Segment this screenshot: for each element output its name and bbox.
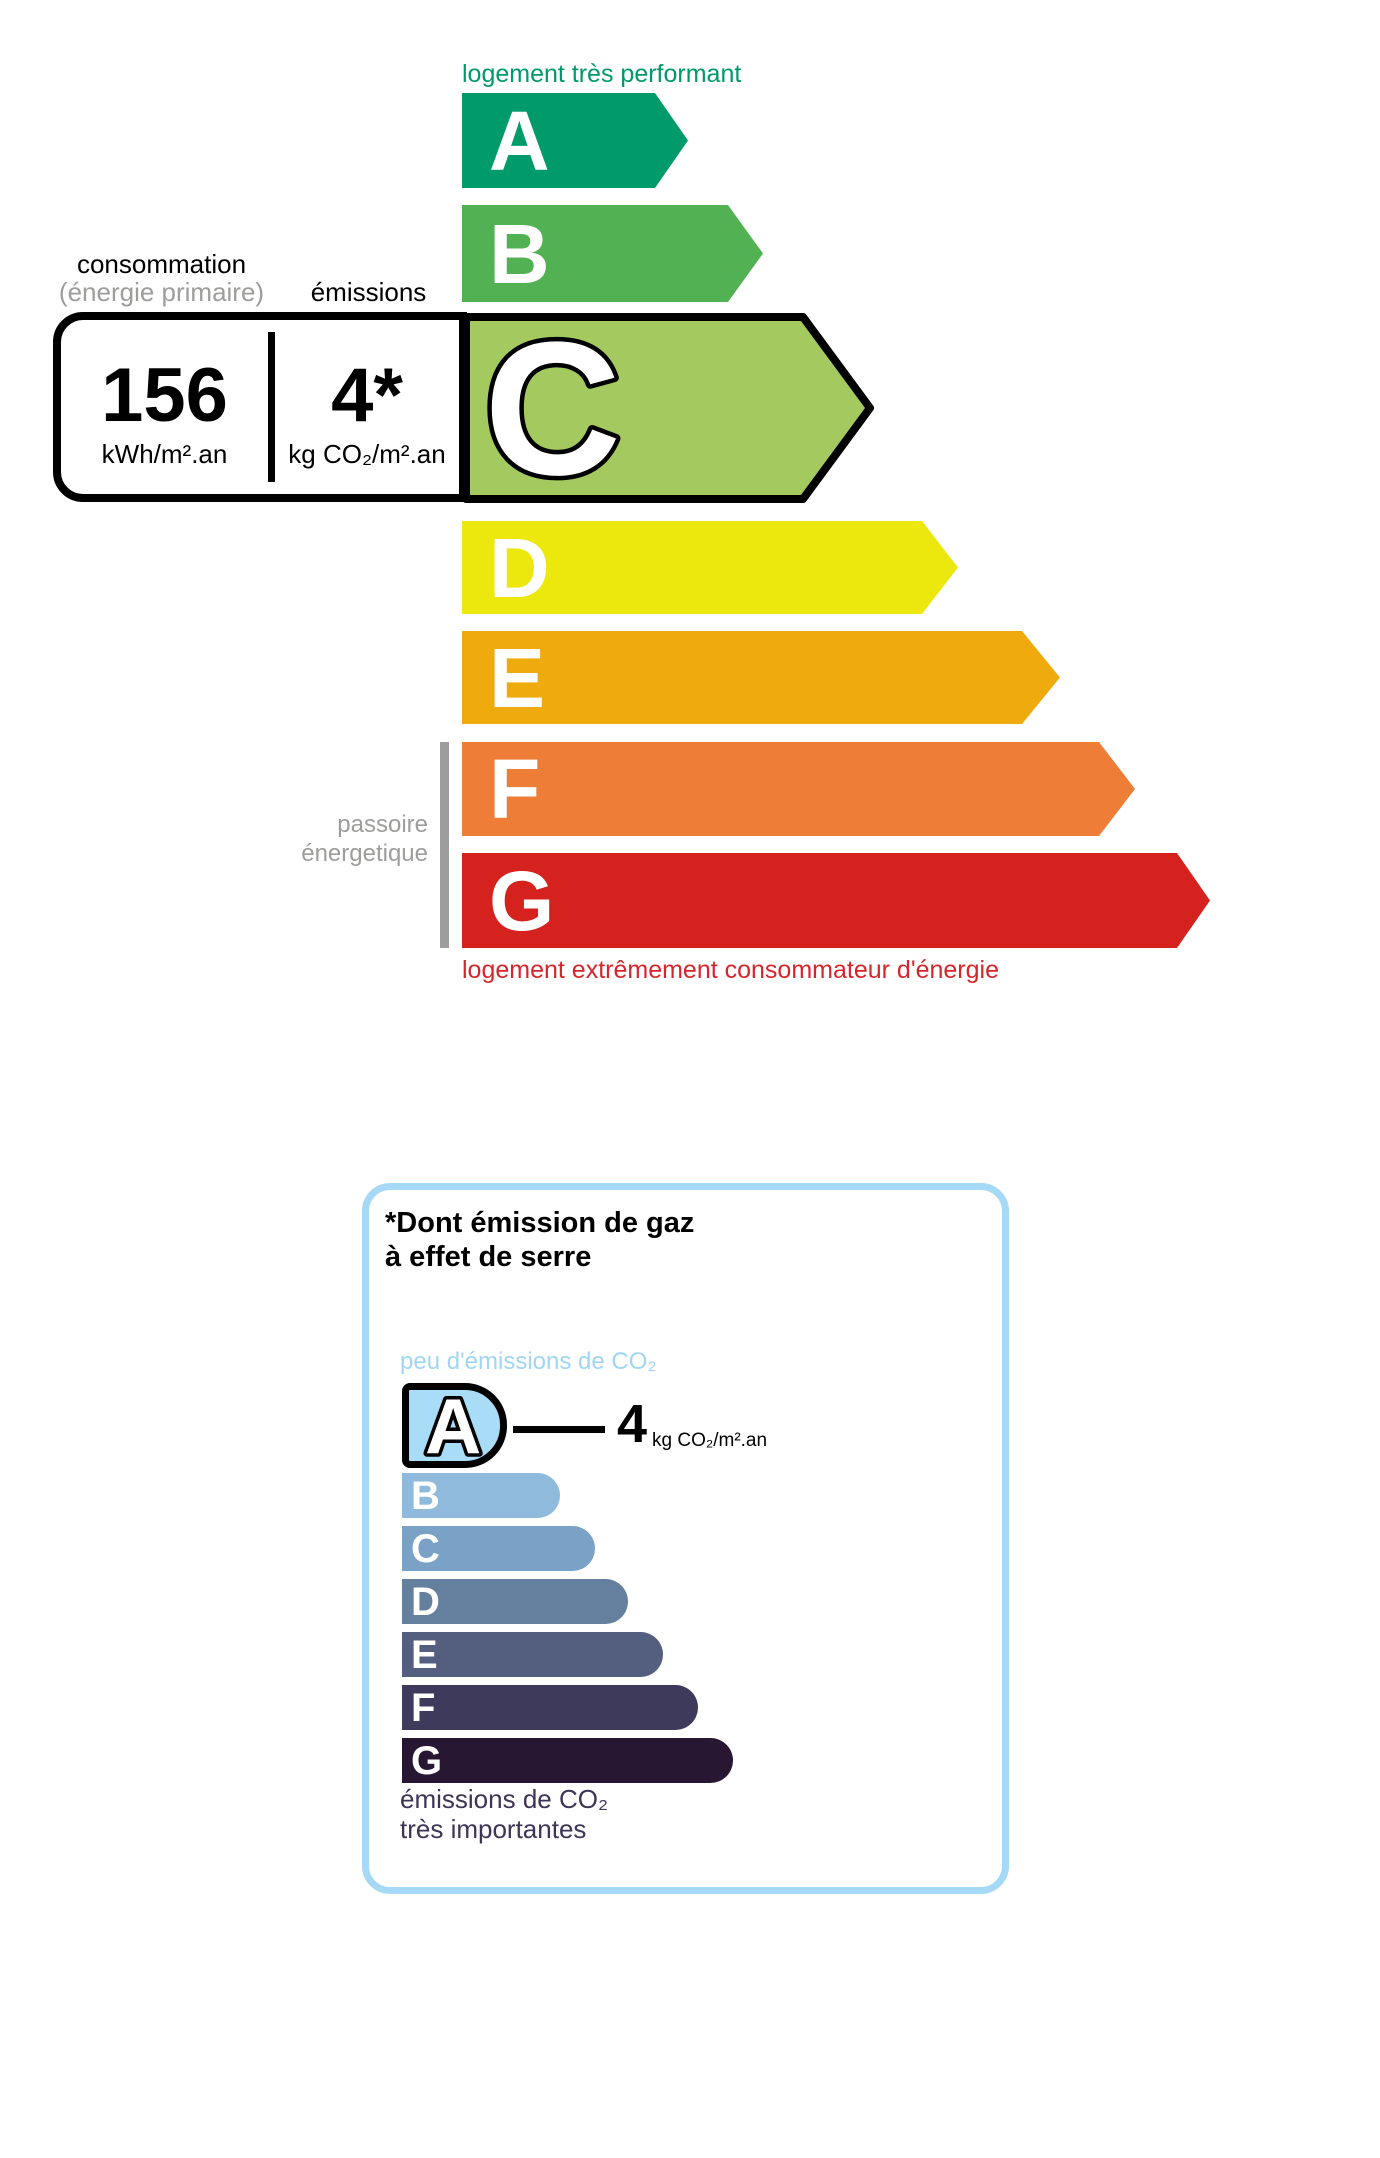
co2-class-bar-f: F bbox=[402, 1685, 698, 1730]
emissions-cell: 4* kg CO₂/m².an bbox=[275, 320, 459, 494]
co2-class-letter-f: F bbox=[411, 1685, 436, 1730]
emissions-header: émissions bbox=[310, 277, 427, 307]
high-consumption-label: logement extrêmement consommateur d'éner… bbox=[462, 956, 999, 984]
passoire-label-line2: énergetique bbox=[301, 840, 428, 867]
consumption-header: consommation bbox=[76, 249, 247, 279]
energy-class-letter-g: G bbox=[489, 853, 555, 948]
co2-class-letter-d: D bbox=[411, 1579, 440, 1624]
co2-high-emissions-label-line1: émissions de CO₂ bbox=[400, 1784, 609, 1814]
co2-high-emissions-label: émissions de CO₂ très importantes bbox=[400, 1784, 608, 1844]
energy-class-bar-c: C bbox=[462, 310, 874, 510]
co2-panel: *Dont émission de gaz à effet de serre p… bbox=[362, 1183, 1009, 1894]
passoire-divider-bar bbox=[440, 742, 449, 948]
energy-class-bar-d: D bbox=[462, 521, 958, 614]
co2-class-bar-g: G bbox=[402, 1738, 733, 1783]
passoire-label-line1: passoire bbox=[337, 811, 428, 838]
energy-class-letter-d: D bbox=[489, 520, 550, 615]
co2-panel-title: *Dont émission de gaz à effet de serre bbox=[385, 1206, 694, 1274]
value-box: 156 kWh/m².an 4* kg CO₂/m².an bbox=[53, 312, 467, 502]
passoire-label: passoire énergetique bbox=[240, 810, 428, 868]
energy-class-letter-b: B bbox=[489, 206, 550, 301]
energy-class-bar-a: A bbox=[462, 93, 688, 188]
co2-value: 4 bbox=[617, 1394, 648, 1454]
consumption-value: 156 bbox=[101, 353, 228, 438]
energy-class-letter-e: E bbox=[489, 630, 546, 725]
co2-class-letter-e: E bbox=[411, 1632, 438, 1677]
co2-badge-letter-svg: A bbox=[422, 1379, 485, 1474]
co2-class-letter-b: B bbox=[411, 1473, 440, 1518]
co2-high-emissions-label-line2: très importantes bbox=[400, 1814, 587, 1844]
co2-low-emissions-label: peu d'émissions de CO₂ bbox=[400, 1348, 657, 1375]
energy-class-letter-c: C bbox=[484, 310, 621, 510]
consumption-cell: 156 kWh/m².an bbox=[61, 320, 268, 494]
top-performance-label: logement très performant bbox=[462, 60, 742, 88]
co2-class-badge-a: A bbox=[402, 1379, 507, 1474]
energy-class-bar-g: G bbox=[462, 853, 1210, 948]
value-box-divider bbox=[268, 332, 275, 482]
co2-class-bar-d: D bbox=[402, 1579, 628, 1624]
co2-class-letter-a: A bbox=[425, 1382, 481, 1470]
co2-class-bar-c: C bbox=[402, 1526, 595, 1571]
co2-class-letter-c: C bbox=[411, 1526, 440, 1571]
emissions-unit: kg CO₂/m².an bbox=[288, 439, 446, 469]
co2-panel-title-line1: *Dont émission de gaz bbox=[385, 1207, 695, 1239]
energy-class-letter-f: F bbox=[489, 742, 541, 836]
energy-class-bar-f: F bbox=[462, 742, 1135, 836]
co2-value-connector-line bbox=[513, 1426, 605, 1433]
emissions-value: 4* bbox=[331, 353, 403, 438]
co2-unit: kg CO₂/m².an bbox=[652, 1430, 768, 1451]
energy-class-bar-e: E bbox=[462, 631, 1060, 724]
co2-class-letter-g: G bbox=[411, 1738, 443, 1783]
energy-class-letter-a: A bbox=[489, 93, 550, 188]
co2-panel-title-line2: à effet de serre bbox=[385, 1241, 592, 1273]
co2-class-bar-b: B bbox=[402, 1473, 560, 1518]
co2-class-bar-e: E bbox=[402, 1632, 663, 1677]
consumption-unit: kWh/m².an bbox=[101, 439, 228, 469]
consumption-subheader: (énergie primaire) bbox=[58, 277, 265, 307]
energy-class-bar-b: B bbox=[462, 205, 763, 302]
